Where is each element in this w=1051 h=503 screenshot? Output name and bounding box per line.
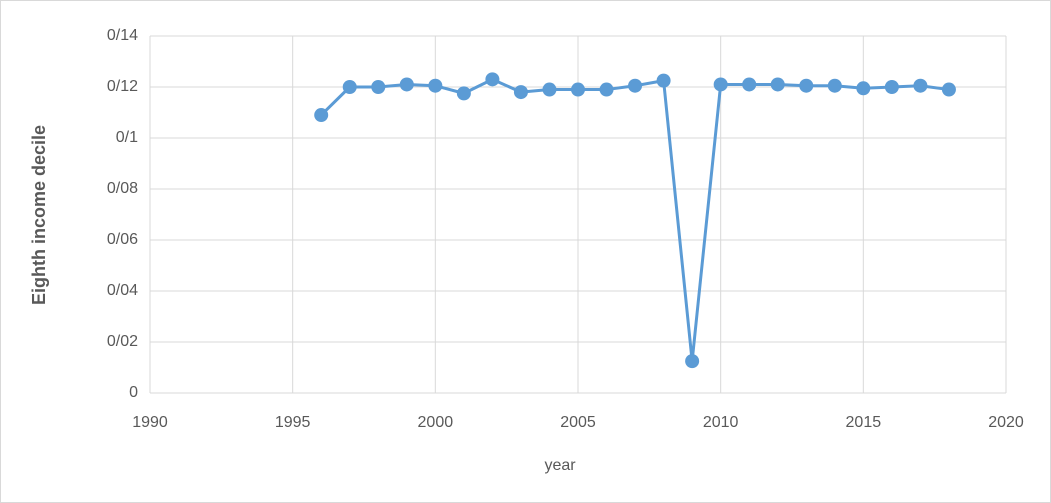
data-point (714, 77, 728, 91)
data-point (314, 108, 328, 122)
data-point (343, 80, 357, 94)
data-point (799, 79, 813, 93)
x-tick-label: 2015 (846, 414, 882, 431)
y-tick-label: 0/02 (107, 333, 138, 350)
y-tick-label: 0/14 (107, 27, 138, 44)
data-point (657, 74, 671, 88)
data-point (514, 85, 528, 99)
data-point (913, 79, 927, 93)
data-point (771, 77, 785, 91)
x-tick-label: 2005 (560, 414, 596, 431)
y-tick-label: 0/12 (107, 78, 138, 95)
data-point (628, 79, 642, 93)
data-point (828, 79, 842, 93)
y-tick-label: 0/08 (107, 180, 138, 197)
y-tick-label: 0/04 (107, 282, 138, 299)
y-axis-label: Eighth income decile (29, 125, 49, 305)
chart: year Eighth income decile 0 0/02 0/04 0/06 0… (0, 0, 1051, 503)
data-point (742, 77, 756, 91)
data-point (571, 83, 585, 97)
data-point (542, 83, 556, 97)
data-point (856, 81, 870, 95)
y-tick-label: 0 (129, 384, 138, 401)
data-point (600, 83, 614, 97)
data-point (400, 77, 414, 91)
data-point (457, 86, 471, 100)
y-tick-label: 0/06 (107, 231, 138, 248)
data-point (485, 72, 499, 86)
data-point (371, 80, 385, 94)
data-point (942, 83, 956, 97)
x-tick-label: 2010 (703, 414, 739, 431)
y-tick-label: 0/1 (116, 129, 138, 146)
data-point (685, 354, 699, 368)
data-point (885, 80, 899, 94)
x-tick-label: 1990 (132, 414, 168, 431)
x-tick-label: 2020 (988, 414, 1024, 431)
x-axis-label: year (544, 457, 576, 474)
x-tick-label: 2000 (418, 414, 454, 431)
x-tick-label: 1995 (275, 414, 311, 431)
data-point (428, 79, 442, 93)
